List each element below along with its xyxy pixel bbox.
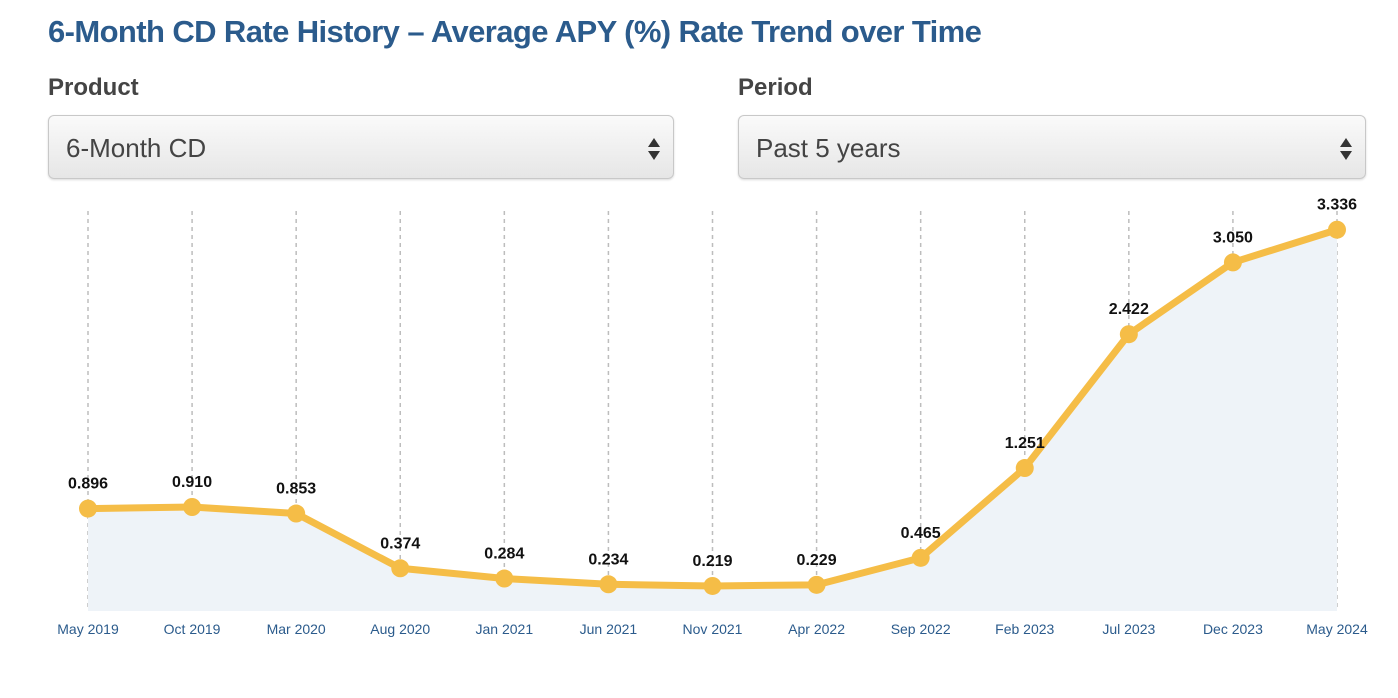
x-tick-label: Sep 2022: [891, 621, 951, 637]
x-tick-label: May 2024: [1306, 621, 1368, 637]
point: [1015, 459, 1034, 478]
page-title: 6-Month CD Rate History – Average APY (%…: [48, 14, 982, 49]
x-tick-label: Jan 2021: [476, 621, 534, 637]
x-tick-label: Apr 2022: [788, 621, 845, 637]
x-tick-label: Nov 2021: [683, 621, 743, 637]
value-label: 3.050: [1213, 229, 1253, 246]
point: [287, 504, 306, 523]
point: [703, 576, 722, 595]
control-label: Period: [738, 74, 813, 101]
x-tick-label: Dec 2023: [1203, 621, 1263, 637]
x-tick-label: Oct 2019: [164, 621, 221, 637]
select-value: Past 5 years: [756, 133, 901, 163]
value-label: 3.336: [1317, 197, 1357, 214]
point: [79, 499, 97, 518]
x-tick-label: Jul 2023: [1102, 621, 1155, 637]
value-label: 2.422: [1109, 301, 1149, 318]
area: [88, 229, 1337, 611]
select-value: 6-Month CD: [66, 133, 207, 163]
value-label: 0.465: [901, 525, 941, 542]
point: [183, 498, 202, 516]
value-label: 0.219: [692, 553, 732, 570]
point: [599, 575, 618, 594]
point: [807, 575, 826, 594]
value-label: 0.853: [276, 481, 316, 498]
point: [1119, 325, 1138, 344]
value-label: 0.910: [172, 474, 212, 491]
x-tick-label: Mar 2020: [267, 621, 326, 637]
period-select[interactable]: Past 5 years: [738, 115, 1366, 179]
point: [391, 559, 410, 578]
value-label: 0.284: [484, 546, 524, 563]
x-tick-label: Jun 2021: [580, 621, 638, 637]
point: [495, 569, 514, 588]
select-arrows: [648, 138, 660, 160]
point: [1328, 220, 1346, 239]
x-tick-label: Feb 2023: [995, 621, 1054, 637]
x-tick-label: May 2019: [57, 621, 119, 637]
value-label: 0.229: [797, 552, 837, 569]
x-tick-label: Aug 2020: [370, 621, 430, 637]
product-select[interactable]: 6-Month CD: [48, 115, 674, 179]
control-label: Product: [48, 74, 139, 101]
point: [1223, 253, 1242, 272]
value-label: 1.251: [1005, 435, 1045, 452]
value-label: 0.374: [380, 535, 420, 552]
point: [911, 548, 930, 567]
value-label: 0.896: [68, 476, 108, 493]
select-arrows: [1340, 138, 1352, 160]
value-label: 0.234: [588, 551, 628, 568]
